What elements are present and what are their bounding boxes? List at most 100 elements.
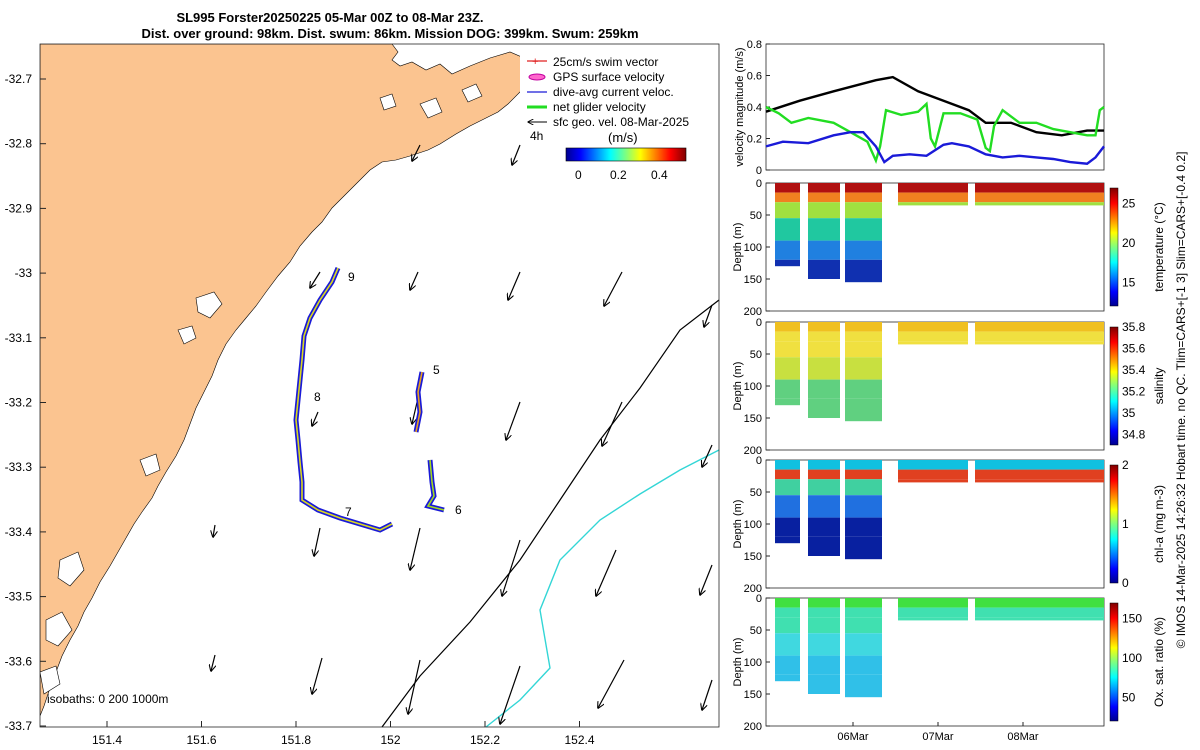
velocity-y-tick: 0.6 <box>747 71 762 83</box>
section-data-band <box>808 357 840 380</box>
geo-arrow <box>700 564 713 595</box>
section-data-band <box>775 469 800 480</box>
geo-arrow <box>500 665 521 724</box>
section-colorbar <box>1109 464 1119 584</box>
colorbar-tick: 0 <box>575 168 582 182</box>
title-line-1: SL995 Forster20250225 05-Mar 00Z to 08-M… <box>176 10 484 25</box>
colorbar-label: Ox. sat. ratio (%) <box>1152 617 1166 707</box>
day-label: 5 <box>433 363 440 377</box>
section-data-band <box>775 495 800 518</box>
colorbar-tick: 35.8 <box>1122 320 1146 334</box>
section-data-band <box>975 617 1104 621</box>
section-data-band <box>808 341 840 358</box>
section-data-band <box>898 341 968 345</box>
lake <box>379 93 397 111</box>
section-data-band <box>845 183 882 193</box>
section-data-band <box>975 331 1104 342</box>
colorbar-label: salinity <box>1152 368 1166 405</box>
depth-tick: 0 <box>756 178 762 190</box>
section-colorbar <box>1109 326 1119 446</box>
section-data-band <box>845 598 882 608</box>
geo-arrow <box>596 549 617 596</box>
map-y-tick: -32.7 <box>5 72 33 86</box>
geo-arrow <box>310 271 321 288</box>
section-data-band <box>808 469 840 480</box>
isobaths-label: isobaths: 0 200 1000m <box>47 692 168 706</box>
depth-tick: 150 <box>744 274 762 286</box>
section-data-band <box>898 183 968 193</box>
map-y-tick: -33.3 <box>5 460 33 474</box>
depth-tick: 100 <box>744 242 762 254</box>
section-data-band <box>775 379 800 399</box>
section-data-band <box>975 598 1104 608</box>
colorbar-tick: 2 <box>1122 458 1129 472</box>
colorbar-tick: 35.6 <box>1122 341 1146 355</box>
section-data-band <box>808 218 840 241</box>
section-data-band <box>898 469 968 480</box>
geo-arrow <box>604 271 623 306</box>
day-label: 9 <box>348 270 355 284</box>
section-data-band <box>808 379 840 399</box>
section-data-band <box>808 322 840 332</box>
section-data-band <box>845 617 882 634</box>
section-data-band <box>775 655 800 675</box>
section-data-band <box>975 202 1104 206</box>
section-panel-temperature: 0 50 100 150 200 Depth (m) 15 20 25 temperature (… <box>732 178 1166 318</box>
velocity-ylabel: velocity magnitude (m/s) <box>734 47 746 166</box>
section-data-band <box>975 183 1104 193</box>
date-tick: 07Mar <box>922 731 954 743</box>
depth-tick: 50 <box>750 210 762 222</box>
day-label: 6 <box>455 503 462 517</box>
velocity-panel: 0 0.2 0.4 0.6 0.8 velocity magnitude (m/s) <box>734 39 1105 177</box>
map-y-axis: -32.7 -32.8 -32.9 -33 -33.1 -33.2 -33.3 -33.4 -3… <box>5 72 46 733</box>
section-data-band <box>808 331 840 342</box>
depth-tick: 200 <box>744 721 762 733</box>
section-data-band <box>808 479 840 496</box>
section-data-band <box>775 202 800 219</box>
section-data-band <box>775 617 800 634</box>
colorbar-tick: 34.8 <box>1122 427 1146 441</box>
section-data-band <box>845 469 882 480</box>
section-data-band <box>975 322 1104 332</box>
depth-tick: 100 <box>744 519 762 531</box>
velocity-y-axis: 0 0.2 0.4 0.6 0.8 <box>747 39 770 177</box>
lake <box>419 97 443 119</box>
section-data-band <box>808 674 840 694</box>
section-data-band <box>975 469 1104 480</box>
map-legend: + 25cm/s swim vector GPS surface velocit… <box>520 52 710 143</box>
colorbar-tick: 20 <box>1122 236 1136 250</box>
map-x-tick: 151.8 <box>281 733 311 747</box>
geo-arrow <box>408 659 421 714</box>
title-line-2: Dist. over ground: 98km. Dist. swum: 86k… <box>141 26 639 41</box>
geo-arrow <box>314 527 321 556</box>
section-data-band <box>775 674 800 682</box>
section-data-band <box>845 331 882 342</box>
depth-tick: 150 <box>744 551 762 563</box>
section-data-band <box>898 202 968 206</box>
colorbar-tick: 0 <box>1122 576 1129 590</box>
lake <box>461 83 483 103</box>
section-data-band <box>808 517 840 537</box>
depth-tick: 50 <box>750 487 762 499</box>
section-data-band <box>775 357 800 380</box>
geo-arrow <box>602 401 623 446</box>
depth-tick: 100 <box>744 657 762 669</box>
colorbar-label: chl-a (mg m-3) <box>1152 485 1166 563</box>
depth-tick: 100 <box>744 381 762 393</box>
map-x-axis: 151.4 151.6 151.8 152 152.2 152.4 <box>92 721 595 747</box>
legend-sfc-geo: sfc geo. vel. 08-Mar-2025 <box>553 115 689 129</box>
geo-arrow <box>704 304 713 327</box>
section-data-band <box>845 192 882 203</box>
colorbar-tick: 35.2 <box>1122 384 1146 398</box>
section-data-band <box>775 322 800 332</box>
track-segment-5-core <box>415 371 423 433</box>
section-data-band <box>775 240 800 260</box>
lake <box>45 611 73 647</box>
section-data-band <box>845 655 882 675</box>
map-y-tick: -33.2 <box>5 396 33 410</box>
section-data-band <box>845 633 882 656</box>
lake <box>57 551 85 587</box>
section-data-band <box>808 633 840 656</box>
depth-ylabel: Depth (m) <box>732 362 744 411</box>
depth-tick: 200 <box>744 445 762 457</box>
